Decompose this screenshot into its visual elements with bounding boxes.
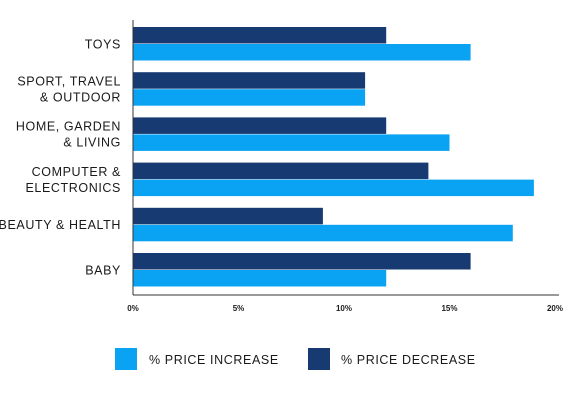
category-label-toys: TOYS [85,37,121,51]
bar-price-decrease-sport-travel-outdoor [133,72,366,89]
x-tick-label-5: 5% [233,304,245,313]
category-label-sport-travel-outdoor: SPORT, TRAVEL & OUTDOOR [17,74,121,104]
legend-swatch-price-increase [115,348,137,370]
bar-price-increase-beauty-health [133,224,513,242]
category-label-computer-electronics: COMPUTER & ELECTRONICS [25,165,121,195]
bar-price-increase-toys [133,44,471,61]
legend-label-price-increase: % PRICE INCREASE [149,353,279,367]
category-label-beauty-health: BEAUTY & HEALTH [0,218,121,232]
legend: % PRICE INCREASE % PRICE DECREASE [115,348,476,370]
x-tick-label-15: 15% [441,304,457,313]
x-tick-label-10: 10% [336,304,352,313]
x-tick-label-0: 0% [127,304,139,313]
bar-price-decrease-toys [133,27,387,44]
bars [133,27,534,287]
x-tick-label-20: 20% [547,304,563,313]
legend-label-price-decrease: % PRICE DECREASE [341,353,476,367]
legend-swatch-price-decrease [308,348,330,370]
bar-price-decrease-baby [133,253,471,270]
bar-price-increase-computer-electronics [133,179,534,197]
bar-price-increase-baby [133,270,387,287]
category-label-home-garden-living: HOME, GARDEN & LIVING [16,120,121,150]
bar-price-decrease-beauty-health [133,207,323,225]
category-label-baby: BABY [85,263,121,277]
x-axis-ticks: 0% 5% 10% 15% 20% [127,304,563,313]
bar-price-decrease-home-garden-living [133,117,387,134]
bar-price-increase-sport-travel-outdoor [133,89,366,106]
bar-price-increase-home-garden-living [133,134,450,151]
bar-price-decrease-computer-electronics [133,162,429,180]
category-labels: TOYS SPORT, TRAVEL & OUTDOOR HOME, GARDEN & … [0,37,121,277]
